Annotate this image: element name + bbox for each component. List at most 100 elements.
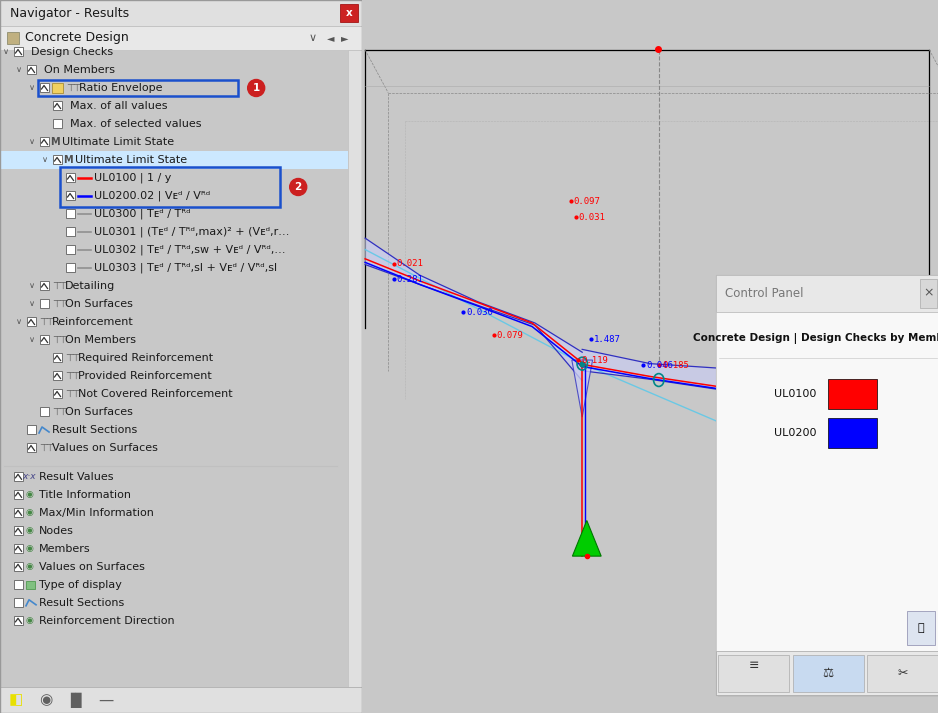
Text: UL0300 | Tᴇᵈ / Tᴿᵈ: UL0300 | Tᴇᵈ / Tᴿᵈ (94, 209, 190, 220)
Bar (66, 227, 75, 236)
Bar (53, 119, 62, 128)
Bar (0, 687, 362, 713)
Bar (717, 275, 938, 312)
Text: UL0100: UL0100 (774, 389, 816, 399)
Text: Reinforcement: Reinforcement (52, 317, 134, 327)
Bar (14, 580, 23, 589)
Text: ⊤: ⊤ (52, 407, 60, 417)
Bar (828, 379, 877, 409)
Text: ⊤: ⊤ (38, 443, 47, 453)
Text: ▐▌: ▐▌ (65, 692, 88, 707)
Text: ◉: ◉ (39, 692, 53, 707)
Text: ◉: ◉ (25, 491, 33, 499)
Text: 0.119: 0.119 (581, 356, 608, 364)
Bar (0, 151, 348, 169)
Bar (53, 353, 62, 362)
Text: ∨: ∨ (3, 48, 9, 56)
Text: UL0302 | Tᴇᵈ / Tᴿᵈ,sw + Vᴇᵈ / Vᴿᵈ,…: UL0302 | Tᴇᵈ / Tᴿᵈ,sw + Vᴇᵈ / Vᴿᵈ,… (94, 245, 285, 255)
Text: M: M (63, 155, 73, 165)
Bar (53, 389, 62, 398)
Text: 0.013: 0.013 (871, 411, 899, 419)
Polygon shape (365, 238, 582, 381)
Text: x·x: x·x (23, 472, 36, 481)
Bar (66, 191, 75, 200)
Text: Max/Min Information: Max/Min Information (39, 508, 154, 518)
Bar (719, 277, 938, 697)
Text: Control Panel: Control Panel (725, 287, 804, 299)
Text: 0.031: 0.031 (579, 213, 606, 222)
Text: Values on Surfaces: Values on Surfaces (52, 443, 158, 453)
Text: ⊤: ⊤ (58, 281, 67, 291)
Text: 0.079: 0.079 (496, 331, 523, 339)
Text: ⊤: ⊤ (70, 389, 80, 399)
Bar (14, 508, 23, 517)
Bar (14, 472, 23, 481)
Text: 0.281: 0.281 (397, 275, 424, 284)
Text: ∨: ∨ (29, 138, 35, 146)
Bar (27, 65, 36, 74)
Text: —: — (98, 692, 113, 707)
Polygon shape (582, 349, 932, 416)
Text: ⊤: ⊤ (72, 83, 81, 93)
Text: ⊤: ⊤ (52, 335, 60, 345)
Text: ⊤: ⊤ (58, 335, 67, 345)
Circle shape (248, 80, 265, 96)
Bar (66, 245, 75, 254)
Text: Result Sections: Result Sections (52, 425, 137, 435)
Text: ⊤: ⊤ (45, 317, 53, 327)
Text: ⊤: ⊤ (38, 317, 47, 327)
Polygon shape (572, 360, 593, 417)
Text: ◉: ◉ (25, 563, 33, 571)
Bar (53, 155, 62, 164)
Text: 1: 1 (252, 83, 260, 93)
Text: On Members: On Members (44, 65, 115, 75)
Text: 0.030: 0.030 (466, 308, 492, 317)
Text: 2: 2 (295, 182, 302, 192)
Bar (719, 655, 789, 692)
Text: 0.021: 0.021 (397, 260, 424, 268)
Bar (40, 299, 49, 308)
Bar (919, 279, 937, 308)
Text: ◉: ◉ (25, 544, 33, 553)
Text: UL0303 | Tᴇᵈ / Tᴿᵈ,sl + Vᴇᵈ / Vᴿᵈ,sl: UL0303 | Tᴇᵈ / Tᴿᵈ,sl + Vᴇᵈ / Vᴿᵈ,sl (94, 263, 278, 273)
Text: ⊤: ⊤ (52, 299, 60, 309)
Text: Type of display: Type of display (39, 580, 122, 590)
Bar (53, 371, 62, 380)
Bar (60, 167, 280, 207)
Bar (66, 209, 75, 218)
Bar (27, 317, 36, 326)
Text: 📤: 📤 (918, 623, 925, 633)
Bar (14, 490, 23, 499)
Text: Concrete Design: Concrete Design (25, 31, 129, 44)
Text: ◄: ◄ (326, 33, 334, 43)
Text: ◧: ◧ (8, 692, 23, 707)
Text: ∨: ∨ (29, 83, 35, 93)
Text: ◉: ◉ (25, 508, 33, 518)
Text: ∨: ∨ (29, 336, 35, 344)
Text: UL0301 | (Tᴇᵈ / Tᴿᵈ,max)² + (Vᴇᵈ,r…: UL0301 | (Tᴇᵈ / Tᴿᵈ,max)² + (Vᴇᵈ,r… (94, 227, 290, 237)
Bar (7, 32, 19, 44)
Text: Result Sections: Result Sections (39, 597, 124, 607)
Text: ►: ► (340, 33, 348, 43)
Bar (40, 137, 49, 146)
Text: ∨: ∨ (42, 155, 48, 165)
Text: Ratio Envelope: Ratio Envelope (79, 83, 162, 93)
Text: ∨: ∨ (16, 317, 23, 327)
Text: Design Checks: Design Checks (31, 47, 113, 57)
Bar (27, 443, 36, 452)
Text: Ultimate Limit State: Ultimate Limit State (62, 137, 174, 147)
Bar (867, 655, 938, 692)
Text: M: M (51, 137, 60, 147)
Bar (14, 525, 23, 535)
Text: On Members: On Members (65, 335, 136, 345)
Bar (0, 26, 362, 50)
Text: ⊤: ⊤ (70, 371, 80, 381)
Text: ∨: ∨ (309, 33, 316, 43)
Circle shape (290, 178, 307, 195)
Bar (14, 562, 23, 571)
Bar (14, 544, 23, 553)
Text: ◉: ◉ (25, 616, 33, 625)
Text: ⚖: ⚖ (823, 667, 834, 679)
Polygon shape (572, 520, 601, 556)
Text: Required Reinforcement: Required Reinforcement (78, 353, 213, 363)
